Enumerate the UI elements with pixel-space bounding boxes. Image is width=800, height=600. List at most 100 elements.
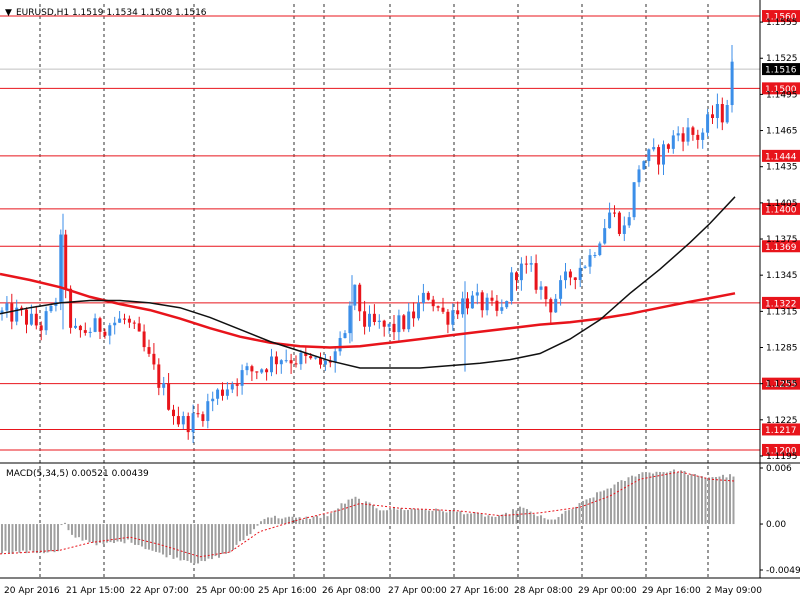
- macd-histogram-bar: [141, 524, 143, 547]
- bull-candle: [608, 212, 612, 229]
- x-tick-label: 2 May 09:00: [706, 586, 762, 596]
- bear-candle: [573, 277, 577, 281]
- macd-histogram-bar: [568, 510, 570, 525]
- bear-candle: [186, 416, 190, 433]
- macd-histogram-bar: [578, 503, 581, 525]
- macd-histogram-bar: [340, 503, 343, 525]
- bull-candle: [588, 255, 592, 267]
- macd-histogram-bar: [53, 524, 56, 553]
- y-tick-label: 1.1555: [766, 18, 798, 28]
- macd-histogram-bar: [274, 515, 276, 525]
- bear-candle: [490, 297, 494, 301]
- bull-candle: [368, 313, 371, 327]
- macd-histogram-bar: [221, 524, 224, 554]
- bear-candle: [363, 311, 367, 327]
- macd-histogram-bar: [32, 524, 35, 553]
- macd-histogram-bar: [722, 474, 724, 525]
- bear-candle: [402, 315, 406, 330]
- bull-candle: [622, 225, 626, 234]
- bear-candle: [681, 133, 685, 142]
- macd-histogram-bar: [414, 508, 416, 525]
- macd-histogram-bar: [81, 524, 84, 541]
- bull-candle: [417, 302, 420, 319]
- bear-candle: [25, 309, 28, 325]
- macd-histogram-bar: [715, 477, 717, 525]
- bull-candle: [162, 383, 166, 388]
- bull-candle: [299, 352, 303, 365]
- header-arrow-icon[interactable]: ▼: [5, 8, 12, 18]
- price-level-tag: [762, 377, 800, 390]
- macd-histogram-bar: [123, 524, 126, 544]
- macd-histogram-bar: [365, 501, 367, 525]
- bear-candle: [157, 364, 161, 388]
- price-level-label: 1.1500: [765, 85, 797, 95]
- macd-histogram-bar: [158, 524, 161, 553]
- macd-histogram-bar: [214, 524, 217, 557]
- macd-histogram-bar: [15, 524, 17, 552]
- macd-histogram-bar: [302, 519, 304, 525]
- bull-candle: [108, 325, 112, 336]
- bull-candle: [88, 331, 92, 333]
- macd-histogram-bar: [421, 509, 423, 525]
- macd-histogram-bar: [407, 509, 409, 525]
- bull-candle: [701, 132, 705, 140]
- macd-histogram-bar: [11, 524, 14, 554]
- bull-candle: [671, 135, 675, 149]
- bull-candle: [505, 301, 509, 308]
- macd-histogram-bar: [60, 524, 63, 526]
- bull-candle: [725, 104, 729, 123]
- macd-histogram-bar: [186, 524, 189, 561]
- macd-histogram-bar: [78, 524, 80, 538]
- bull-candle: [93, 318, 97, 332]
- bull-candle: [348, 305, 352, 334]
- price-level-tag: [762, 240, 800, 253]
- macd-histogram-bar: [372, 504, 374, 525]
- bull-candle: [211, 398, 215, 402]
- macd-histogram-bar: [571, 509, 574, 525]
- macd-histogram-bar: [95, 524, 98, 546]
- bear-candle: [294, 363, 298, 365]
- macd-histogram-bar: [477, 512, 479, 525]
- macd-histogram-bar: [127, 524, 129, 540]
- price-level-tag: [762, 10, 800, 23]
- bull-candle: [475, 292, 479, 296]
- macd-histogram-bar: [368, 502, 371, 525]
- macd-histogram-bar: [438, 509, 441, 525]
- y-tick-label: 1.1285: [766, 344, 798, 354]
- macd-histogram-bar: [533, 514, 535, 525]
- macd-histogram-bar: [729, 474, 731, 525]
- candles-layer: [0, 44, 734, 443]
- macd-histogram-bar: [697, 475, 700, 525]
- y-tick-label: 1.1255: [766, 380, 798, 390]
- macd-histogram-bar: [589, 498, 591, 525]
- macd-histogram-bar: [316, 515, 318, 525]
- bull-candle: [113, 322, 117, 326]
- bull-candle: [686, 127, 690, 142]
- macd-histogram-bar: [92, 524, 94, 543]
- bull-candle: [49, 305, 53, 312]
- bull-candle: [583, 266, 587, 268]
- bull-candle: [554, 298, 558, 313]
- bull-candle: [15, 307, 19, 322]
- current-price-label: 1.1516: [765, 66, 797, 76]
- bear-candle: [328, 360, 332, 363]
- bull-candle: [74, 325, 77, 328]
- y-tick-label: 1.1525: [766, 54, 798, 64]
- bear-candle: [78, 325, 82, 331]
- moving-averages: [0, 196, 736, 369]
- macd-histogram-bar: [207, 524, 210, 559]
- bear-candle: [10, 303, 14, 322]
- bull-candle: [470, 295, 474, 309]
- bull-candle: [637, 169, 641, 183]
- macd-histogram-bar: [246, 524, 248, 536]
- macd-histogram-bar: [529, 511, 532, 525]
- bull-candle: [559, 280, 563, 299]
- bear-candle: [568, 271, 572, 278]
- bull-candle: [529, 263, 533, 265]
- bear-candle: [617, 212, 621, 234]
- macd-histogram-bar: [88, 524, 91, 543]
- macd-y-tick-label: 0.006: [766, 464, 792, 474]
- bull-candle: [353, 284, 357, 306]
- ma-slow-line: [0, 196, 736, 369]
